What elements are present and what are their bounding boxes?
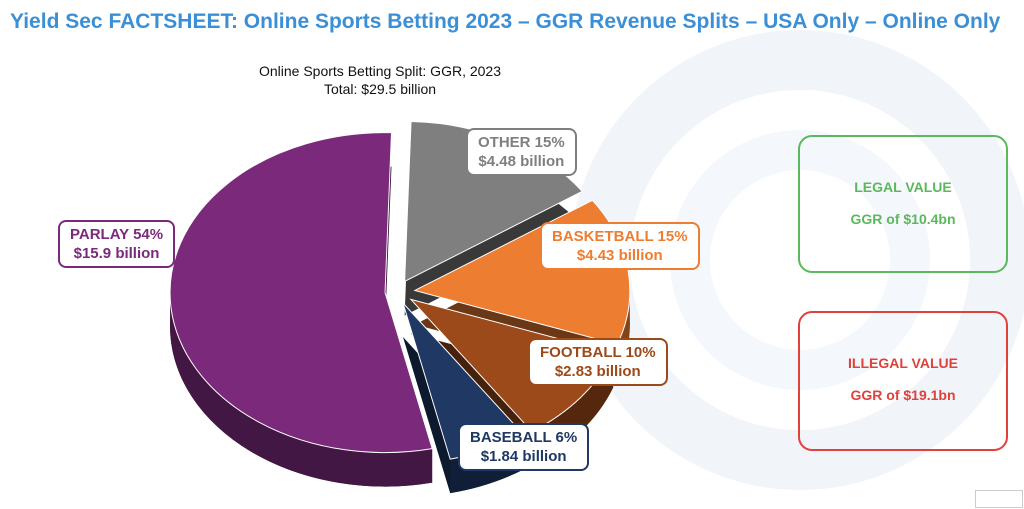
pie-slice-parlay bbox=[169, 132, 433, 487]
illegal-value-amount: GGR of $19.1bn bbox=[850, 387, 956, 403]
label-basketball-value: $4.43 billion bbox=[576, 247, 663, 264]
label-football-value: $2.83 billion bbox=[554, 363, 641, 380]
chart-subtitle: Total: $29.5 billion bbox=[323, 81, 437, 97]
label-baseball-value: $1.84 billion bbox=[480, 448, 567, 465]
chart-title: Online Sports Betting Split: GGR, 2023 T… bbox=[230, 62, 530, 98]
illegal-value-title: ILLEGAL VALUE bbox=[848, 355, 958, 371]
slide-thumbnail[interactable] bbox=[975, 490, 1023, 508]
label-other: OTHER 15% $4.48 billion bbox=[466, 128, 577, 176]
label-football-pct: FOOTBALL 10% bbox=[540, 344, 656, 361]
label-basketball-pct: BASKETBALL 15% bbox=[552, 228, 688, 245]
label-parlay-pct: PARLAY 54% bbox=[70, 226, 164, 243]
legal-value-title: LEGAL VALUE bbox=[854, 179, 952, 195]
label-other-pct: OTHER 15% bbox=[478, 134, 565, 151]
label-baseball: BASEBALL 6% $1.84 billion bbox=[458, 423, 590, 471]
page-title: Yield Sec FACTSHEET: Online Sports Betti… bbox=[10, 10, 1001, 33]
label-football: FOOTBALL 10% $2.83 billion bbox=[528, 338, 668, 386]
legal-value-box: LEGAL VALUE GGR of $10.4bn bbox=[798, 135, 1008, 273]
legal-value-amount: GGR of $10.4bn bbox=[850, 211, 956, 227]
slice-top-parlay bbox=[169, 132, 433, 454]
illegal-value-box: ILLEGAL VALUE GGR of $19.1bn bbox=[798, 311, 1008, 451]
label-baseball-pct: BASEBALL 6% bbox=[470, 429, 578, 446]
label-parlay: PARLAY 54% $15.9 billion bbox=[58, 220, 176, 268]
chart-title-text: Online Sports Betting Split: GGR, 2023 bbox=[258, 63, 501, 79]
slice-side-parlay bbox=[170, 292, 433, 487]
label-basketball: BASKETBALL 15% $4.43 billion bbox=[540, 222, 700, 270]
label-other-value: $4.48 billion bbox=[478, 153, 565, 170]
label-parlay-value: $15.9 billion bbox=[73, 245, 160, 262]
